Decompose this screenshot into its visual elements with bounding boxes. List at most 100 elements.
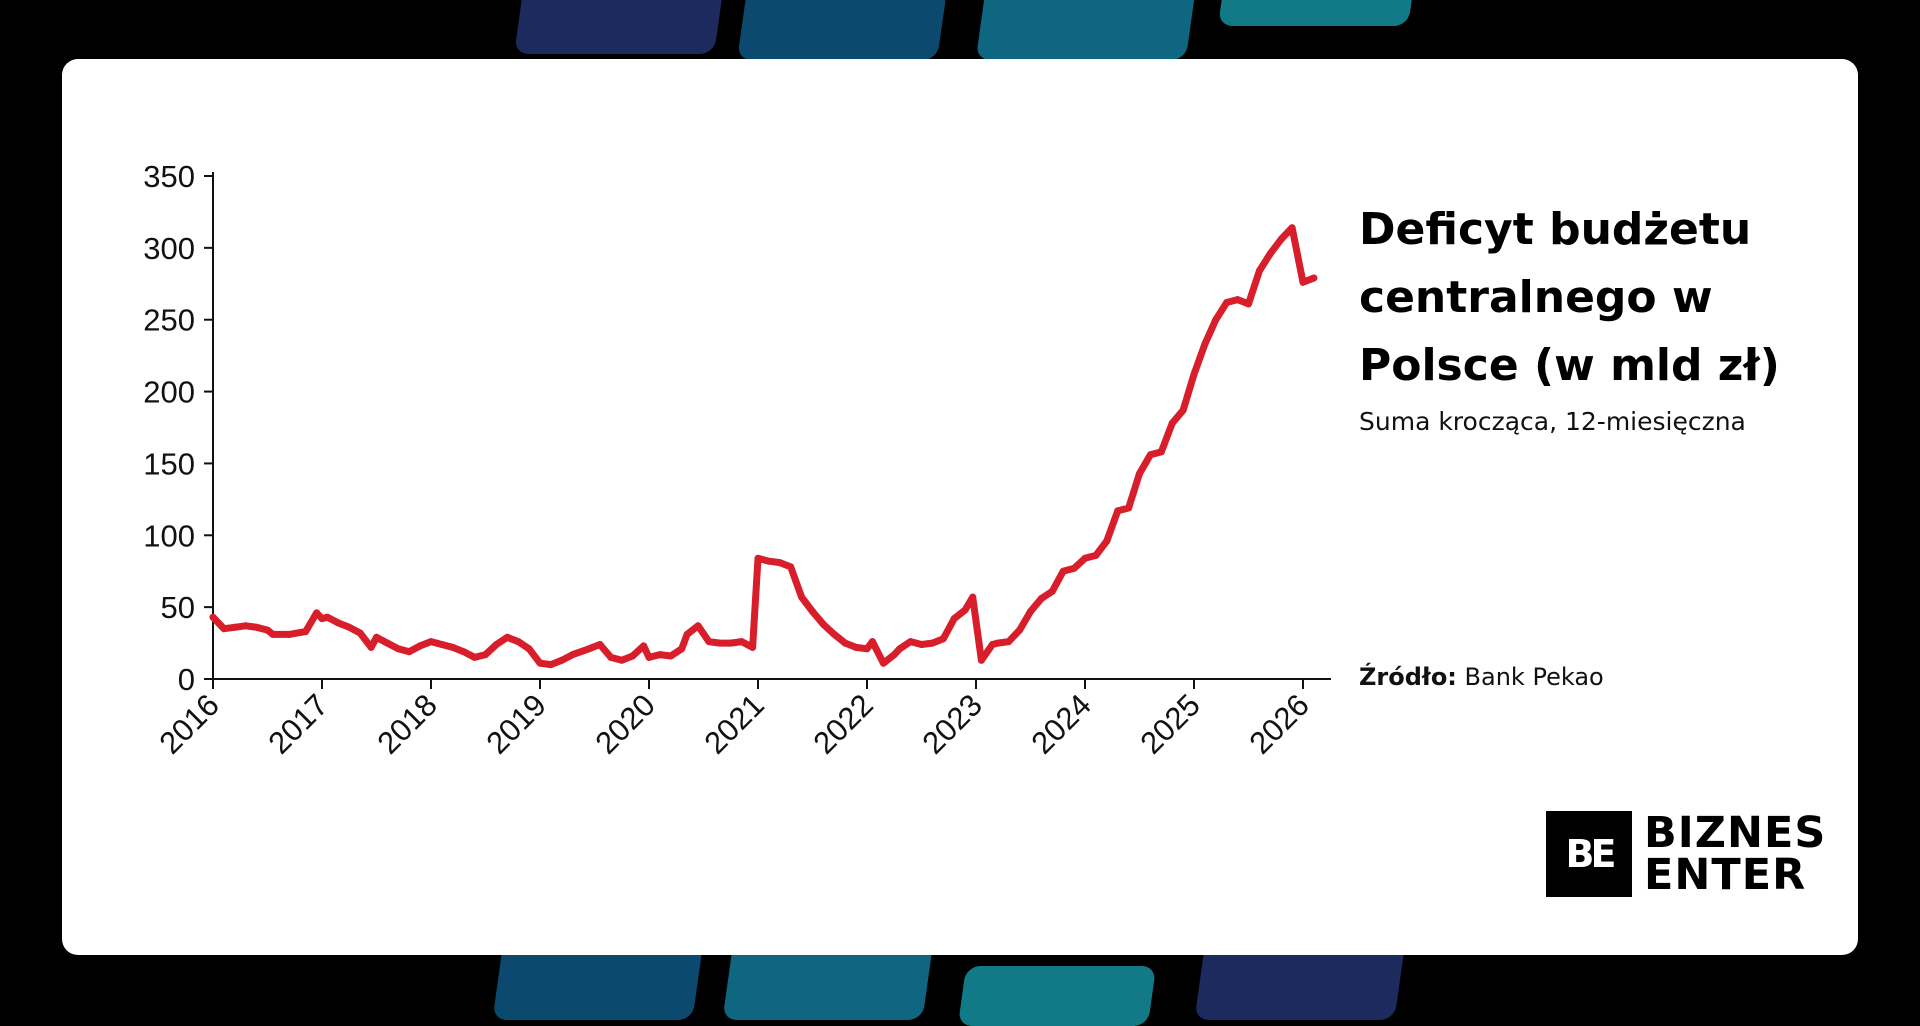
y-tick-label: 50 <box>161 590 195 625</box>
data-point <box>373 633 380 641</box>
data-point <box>302 628 310 636</box>
chart-card: 0 50 100 150 200 250 300 350 2016 2017 2018 2019 20… <box>62 59 1858 955</box>
series-line <box>209 224 1318 669</box>
data-point <box>863 645 871 653</box>
x-tick-label: 2024 <box>1024 687 1098 761</box>
x-tick-label: 2026 <box>1242 687 1316 761</box>
data-point <box>1070 564 1078 572</box>
y-tick-label: 0 <box>178 662 195 697</box>
y-axis-ticks: 0 50 100 150 200 250 300 350 <box>143 159 213 697</box>
data-point <box>514 638 522 646</box>
x-tick-label: 2020 <box>588 687 662 761</box>
data-point <box>1037 595 1045 602</box>
source-note: Źródło: Bank Pekao <box>1359 663 1604 691</box>
data-point <box>678 645 686 653</box>
decor-tile <box>957 966 1157 1026</box>
data-point <box>977 656 985 664</box>
data-point <box>705 638 713 646</box>
y-tick-label: 150 <box>143 446 195 481</box>
data-point <box>438 641 446 648</box>
x-tick-label: 2021 <box>697 687 771 761</box>
data-point <box>607 653 615 661</box>
data-point <box>749 643 757 651</box>
data-point <box>994 639 1002 647</box>
data-point <box>896 645 904 653</box>
y-tick-label: 100 <box>143 518 195 553</box>
decor-tile <box>514 0 726 54</box>
data-point <box>809 608 816 615</box>
data-point <box>841 639 849 647</box>
data-point <box>1299 278 1307 286</box>
data-point <box>253 623 261 631</box>
data-point <box>1005 638 1013 646</box>
data-point <box>819 620 827 628</box>
y-tick-label: 200 <box>143 375 195 410</box>
data-point <box>868 638 876 646</box>
logo-line-2: ENTER <box>1644 850 1807 900</box>
data-point <box>323 613 331 621</box>
data-point <box>318 615 326 623</box>
decor-tile <box>975 0 1199 60</box>
data-point <box>1234 296 1242 304</box>
data-point <box>1157 448 1165 456</box>
biznes-enter-logo: BE BIZNES ENTER <box>1546 811 1826 897</box>
data-point <box>1288 224 1296 232</box>
y-tick-label: 250 <box>143 303 195 338</box>
data-point <box>1103 537 1111 545</box>
data-point <box>345 623 353 631</box>
data-point <box>367 643 375 651</box>
data-point <box>492 641 500 648</box>
data-point <box>830 630 838 638</box>
data-point <box>449 643 457 651</box>
y-tick-label: 300 <box>143 231 195 266</box>
x-tick-label: 2019 <box>479 687 553 761</box>
data-point <box>738 638 746 646</box>
x-axis-ticks: 2016 2017 2018 2019 2020 2021 2022 2023 2024 2025… <box>152 679 1316 761</box>
data-point <box>716 639 724 647</box>
data-point <box>482 651 489 659</box>
data-point <box>798 593 806 601</box>
data-point <box>640 642 648 650</box>
data-point <box>460 648 468 656</box>
data-point <box>356 629 364 637</box>
data-point <box>503 633 511 641</box>
data-point <box>1168 419 1176 427</box>
data-point <box>988 641 996 648</box>
x-tick-label: 2022 <box>806 687 880 761</box>
data-point <box>313 609 321 617</box>
logo-mark-text: BE <box>1565 832 1617 876</box>
x-tick-label: 2017 <box>261 687 335 761</box>
data-point <box>1212 316 1220 324</box>
data-point <box>918 641 925 648</box>
data-point <box>694 622 702 630</box>
decor-tile <box>1218 0 1416 26</box>
data-point <box>969 593 977 601</box>
data-point <box>890 651 898 659</box>
data-point <box>1016 626 1024 634</box>
data-point <box>765 557 773 565</box>
data-point <box>656 651 664 659</box>
data-point <box>525 645 533 653</box>
data-point <box>1027 608 1034 615</box>
data-point <box>596 641 604 648</box>
chart-title: Deficyt budżetu centralnego w Polsce (w … <box>1359 204 1780 391</box>
data-point <box>264 626 271 634</box>
data-point <box>1310 274 1318 282</box>
data-point <box>427 638 435 646</box>
data-point <box>928 639 936 647</box>
data-point <box>1277 235 1285 243</box>
x-tick-label: 2025 <box>1133 687 1207 761</box>
data-point <box>471 653 479 661</box>
x-tick-label: 2016 <box>152 687 226 761</box>
data-point <box>383 639 391 647</box>
logo-mark-icon: BE <box>1546 811 1632 897</box>
data-point <box>1081 554 1089 562</box>
data-point <box>1255 267 1263 275</box>
data-point <box>727 639 735 647</box>
data-point <box>754 554 762 562</box>
data-point <box>618 656 626 664</box>
data-point <box>852 643 860 651</box>
data-point <box>907 638 915 646</box>
data-point <box>536 659 544 667</box>
data-point <box>1048 587 1056 595</box>
